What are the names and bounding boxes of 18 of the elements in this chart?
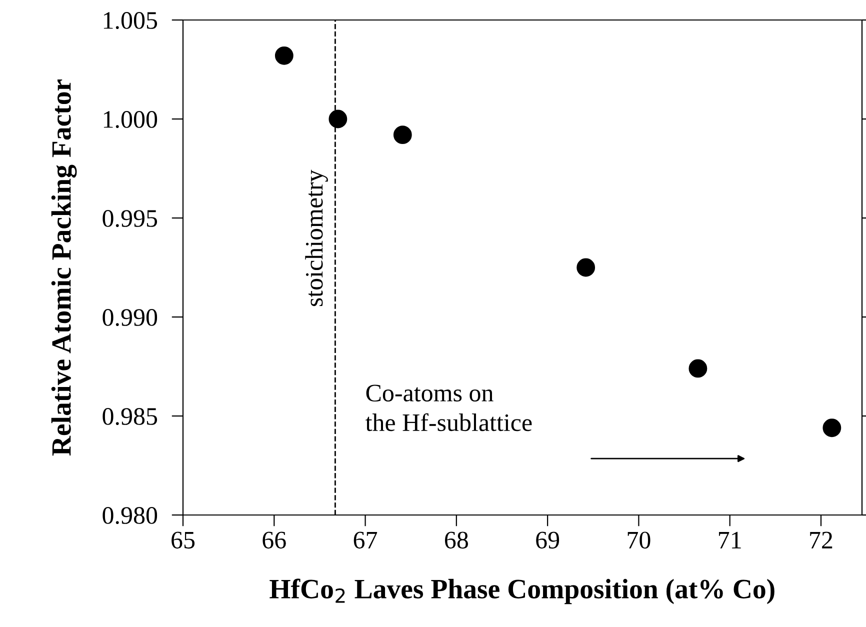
annotation: Co-atoms on the Hf-sublattice — [366, 384, 532, 432]
x-tick-label: 72 — [810, 532, 832, 548]
x-tick-label: 69 — [536, 532, 560, 549]
y-axis-title: Relative Atomic Packing Factor — [51, 79, 77, 456]
x-axis-title: HfCo$_{2}$ Laves Phase Composition (at% Co) — [270, 578, 774, 604]
x-tick-label: 70 — [628, 532, 650, 549]
x-tick-label: 67 — [354, 532, 378, 549]
y-tick-label: 0.995 — [102, 210, 158, 228]
y-tick-label: 0.985 — [102, 408, 158, 426]
y-tick-label: 1.000 — [104, 111, 158, 128]
y-tick-label: 0.990 — [102, 309, 158, 326]
y-tick-label: 1.005 — [104, 12, 158, 30]
x-tick-label: 68 — [444, 532, 468, 549]
y-tick-label: 0.980 — [102, 507, 158, 524]
x-tick-label: 66 — [262, 532, 286, 549]
ref-line-label: stoichiometry — [305, 170, 328, 306]
x-tick-label: 65 — [172, 532, 195, 549]
x-tick-label: 71 — [718, 532, 741, 548]
